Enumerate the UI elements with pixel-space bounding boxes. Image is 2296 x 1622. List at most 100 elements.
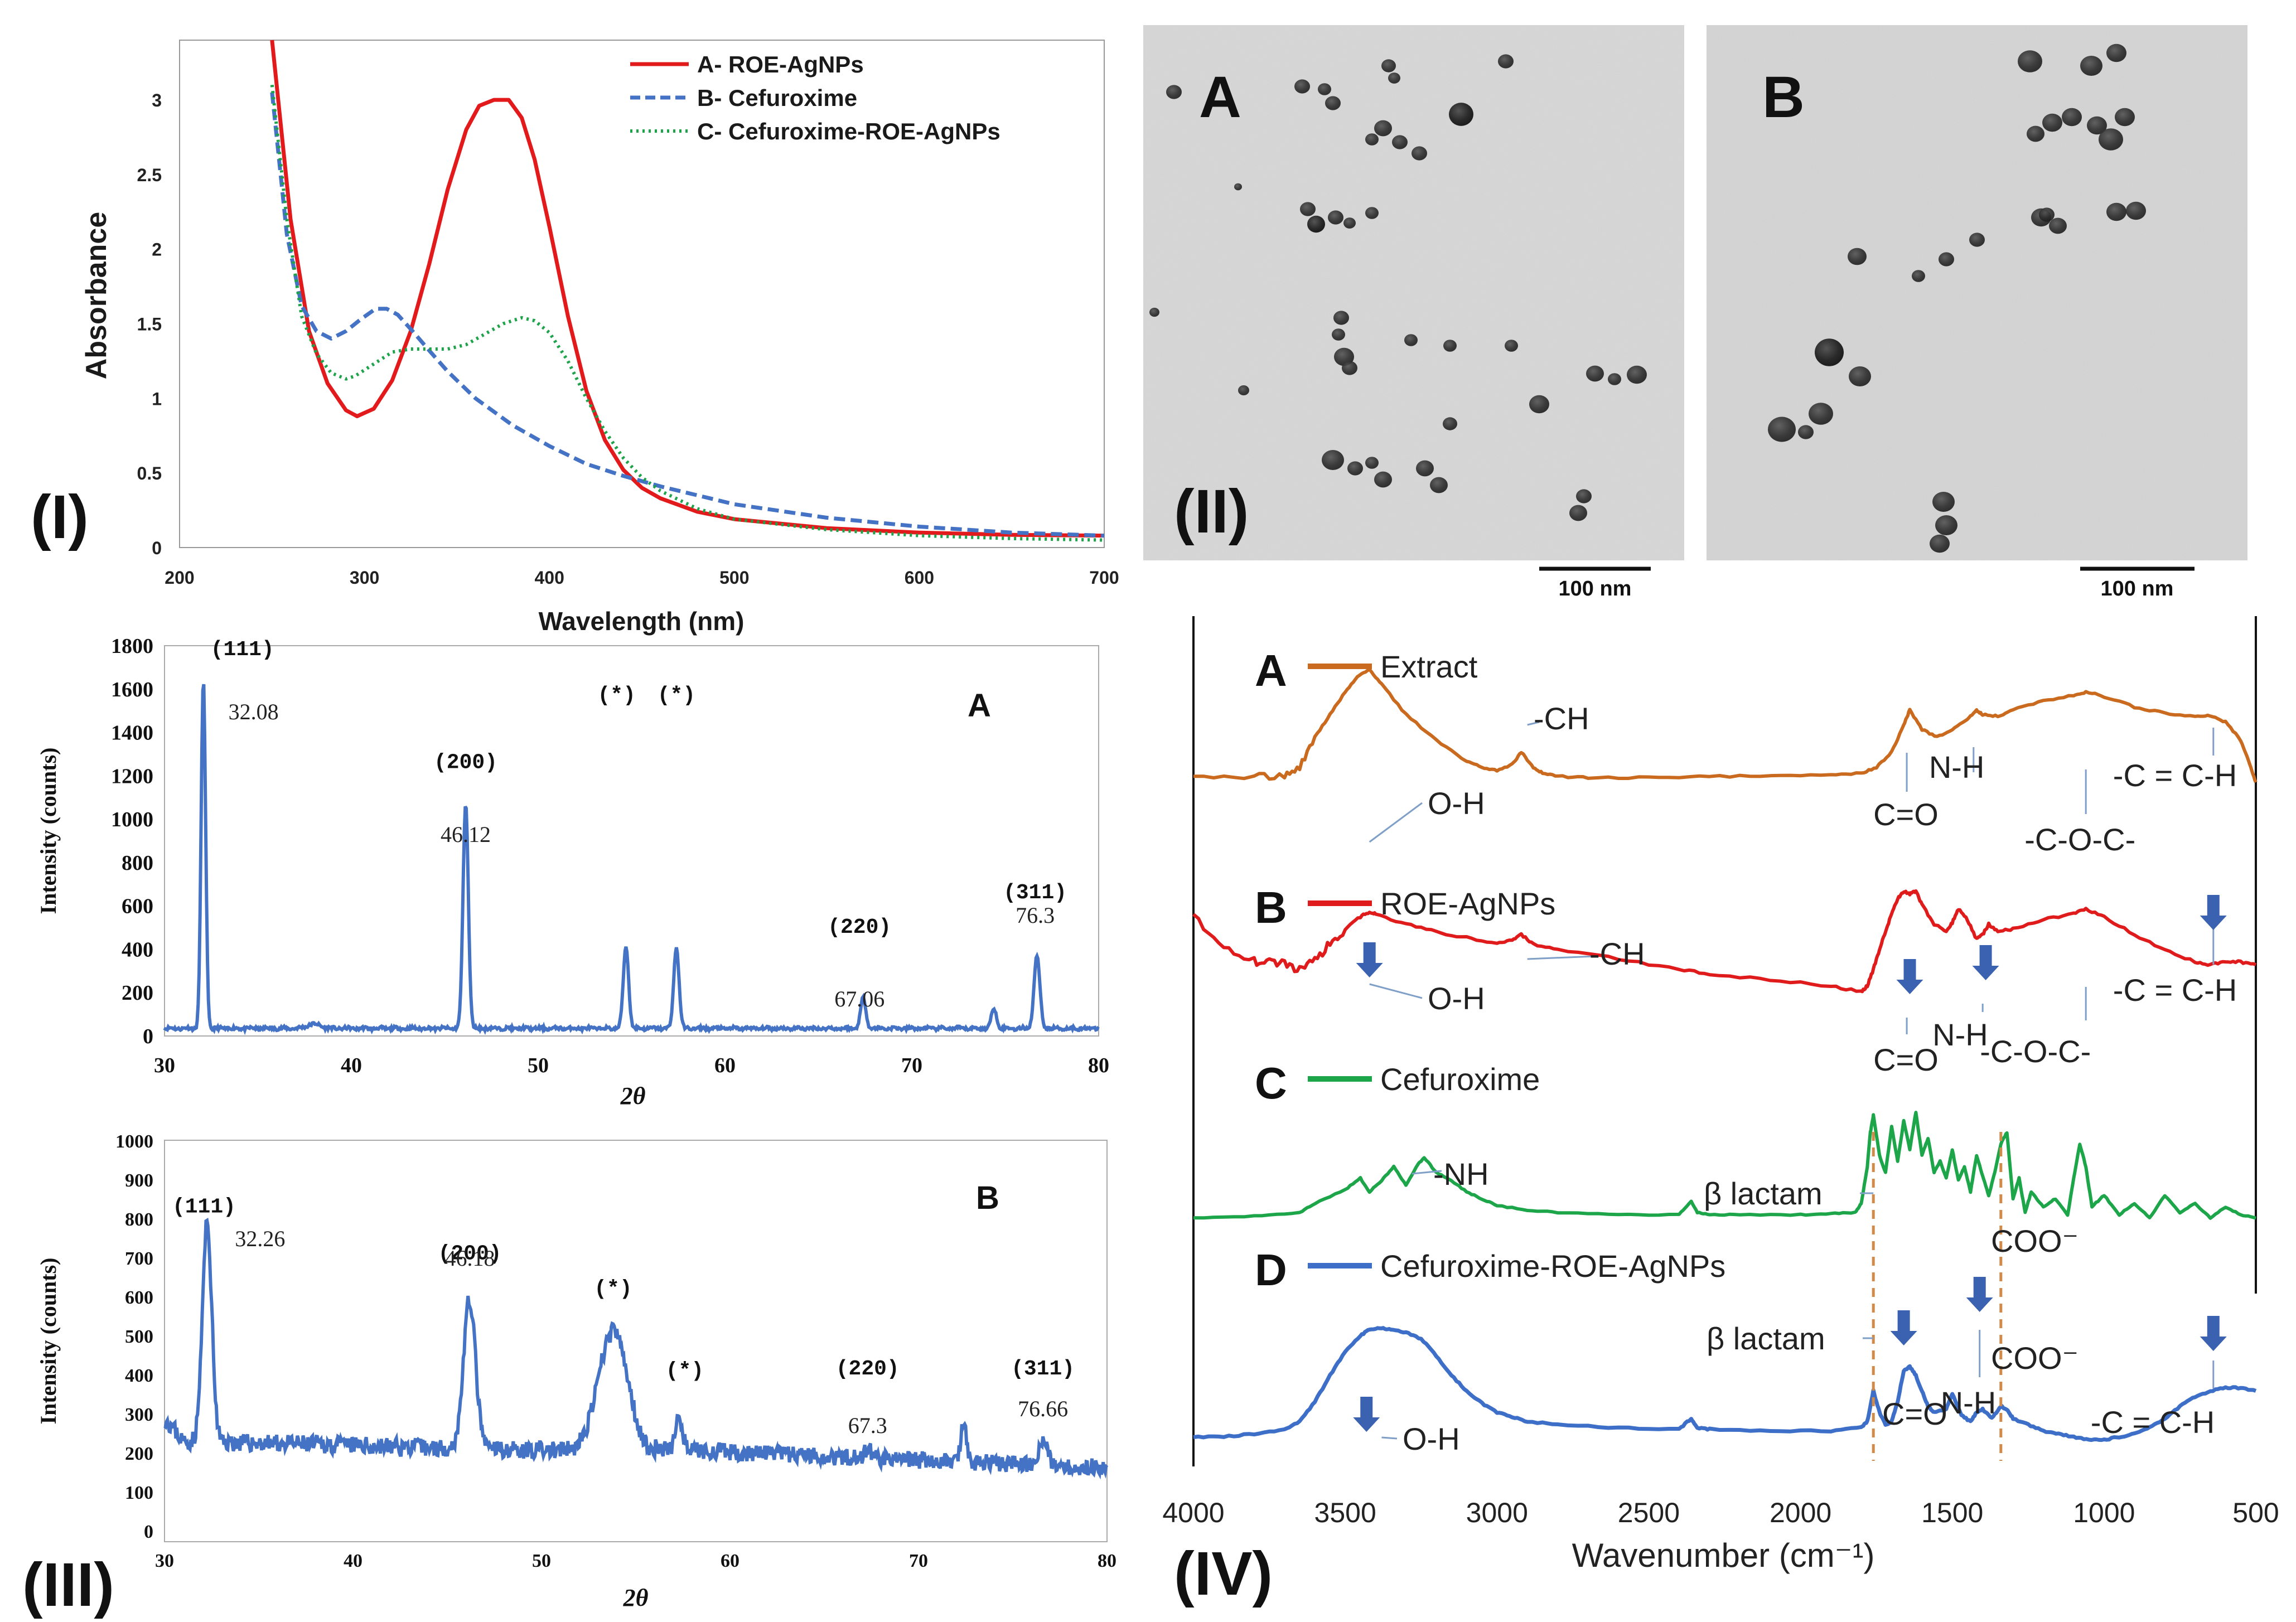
ftir-peak-label: -CH <box>1589 936 1645 971</box>
tem-a-particles <box>1149 54 1647 521</box>
xrd-b-title: B <box>976 1180 999 1216</box>
ftir-xtick-label: 3000 <box>1466 1497 1528 1528</box>
xrd-ytick-label: 1000 <box>115 1131 153 1152</box>
xrd-a-hkl-label: (111) <box>211 638 274 662</box>
xrd-b-chart: 0 100 200 300 400 500 600 700 800 900 1000 30 40 50 60… <box>22 1131 1116 1619</box>
uv-ytick-label: 1.5 <box>137 314 162 335</box>
tem-particle <box>2126 201 2146 220</box>
xrd-ytick-label: 400 <box>125 1366 153 1386</box>
xrd-xtick-label: 80 <box>1098 1551 1116 1571</box>
xrd-a-hkl-label: (311) <box>1003 881 1067 905</box>
down-arrow-icon <box>1972 945 1999 980</box>
ftir-series-line <box>1192 889 2257 994</box>
tem-particle <box>1333 311 1349 325</box>
uv-xtick-label: 300 <box>350 568 379 588</box>
uv-xtick-label: 500 <box>719 568 749 588</box>
tem-particle <box>1498 54 1514 69</box>
ftir-xtick-label: 2500 <box>1618 1497 1680 1528</box>
tem-particle <box>1430 477 1448 493</box>
tem-images: A B 100 nm 100 nm (II) <box>1143 25 2247 601</box>
ftir-peak-label: -CH <box>1534 701 1589 736</box>
tem-b-label: B <box>1762 65 1805 130</box>
uv-legend: A- ROE-AgNPs B- Cefuroxime C- Cefuroxime… <box>630 51 1000 144</box>
ftir-peak-label: N-H <box>1941 1385 1997 1420</box>
uv-ytick-label: 3 <box>152 90 162 110</box>
tem-a-scale-text: 100 nm <box>1559 577 1632 601</box>
tem-particle <box>1404 334 1418 346</box>
ftir-peak-label: -NH <box>1433 1156 1489 1192</box>
down-arrow-icon <box>1353 1397 1380 1432</box>
tem-particle <box>1294 79 1310 94</box>
xrd-xtick-label: 30 <box>155 1551 174 1571</box>
ftir-peak-label: -C-O-C- <box>2024 822 2135 857</box>
uv-xtick-label: 600 <box>905 568 934 588</box>
xrd-b-xlabel: 2θ <box>623 1584 649 1611</box>
ftir-leader-line <box>1381 1436 1398 1440</box>
ftir-xlabel: Wavenumber (cm⁻¹) <box>1572 1537 1875 1574</box>
xrd-ytick-label: 0 <box>143 1025 153 1048</box>
xrd-xtick-label: 70 <box>901 1054 922 1077</box>
tem-particle <box>2106 202 2126 221</box>
tem-particle <box>1569 505 1587 521</box>
tem-particle <box>1318 83 1331 95</box>
xrd-xtick-label: 50 <box>532 1551 551 1571</box>
tem-particle <box>1374 120 1392 137</box>
xrd-ytick-label: 300 <box>125 1405 153 1425</box>
xrd-xtick-label: 80 <box>1088 1054 1109 1077</box>
ftir-xtick-label: 500 <box>2232 1497 2279 1528</box>
uv-xlabel: Wavelength (nm) <box>539 607 745 636</box>
tem-image-b-grain <box>1707 25 2247 560</box>
xrd-b-value-label: 32.26 <box>235 1226 285 1251</box>
xrd-ytick-label: 600 <box>122 895 153 918</box>
xrd-a-hkl-label: (220) <box>828 916 891 940</box>
tem-particle <box>1586 365 1604 382</box>
tem-particle <box>1343 217 1356 229</box>
down-arrow-icon <box>2200 1316 2227 1351</box>
xrd-a-hkl-label: (200) <box>434 751 497 774</box>
ftir-series-letter: D <box>1255 1245 1287 1295</box>
xrd-xtick-label: 50 <box>528 1054 549 1077</box>
xrd-b-annotations: (111) 32.26 (200)46.18 (*) (*) (220) 67.3 (311)… <box>172 1195 1075 1439</box>
tem-particle <box>2080 56 2102 76</box>
xrd-ytick-label: 100 <box>125 1483 153 1503</box>
ftir-legend-label: Cefuroxime <box>1380 1062 1540 1097</box>
legend-label-a: A- ROE-AgNPs <box>697 51 864 78</box>
tem-particle <box>2087 116 2107 135</box>
down-arrow-icon <box>1356 942 1383 977</box>
tem-image-a-grain <box>1143 25 1684 560</box>
ftir-peak-label: C=O <box>1882 1396 1947 1431</box>
tem-particle <box>1768 417 1796 442</box>
tem-particle <box>1969 233 1985 247</box>
xrd-ytick-label: 1400 <box>111 722 153 745</box>
ftir-legend-label: ROE-AgNPs <box>1380 886 1555 921</box>
ftir-series-line <box>1193 667 2258 783</box>
xrd-xtick-label: 40 <box>344 1551 362 1571</box>
xrd-ytick-label: 200 <box>122 981 153 1005</box>
tem-particle <box>1332 328 1345 341</box>
ftir-series-group: A Extract B ROE-AgNPs C Cefuroxime D Cefuroxime… <box>1192 646 2258 1461</box>
xrd-a-frame <box>164 645 1099 1037</box>
tem-particle <box>1322 450 1344 470</box>
ftir-peak-label: C=O <box>1873 1042 1939 1077</box>
tem-particle <box>1798 425 1814 439</box>
uv-series-line <box>270 40 1105 538</box>
xrd-a-ticks: 0 200 400 600 800 1000 1200 1400 1600 1800 30 40 50 6… <box>111 635 1109 1077</box>
tem-particle <box>1529 395 1549 414</box>
uv-series-line <box>270 84 1105 542</box>
tem-panel-a: A <box>1143 25 1684 560</box>
panel-label-III: (III) <box>22 1551 114 1619</box>
ftir-leader-line <box>1369 983 1423 999</box>
ftir-series-line <box>1193 1111 2256 1220</box>
xrd-a-value-label: 76.3 <box>1016 903 1055 928</box>
xrd-a-hkl-label: (*) <box>658 684 695 708</box>
uv-x-ticks: 200 300 400 500 600 700 <box>165 568 1119 588</box>
tem-particle <box>1412 146 1427 161</box>
ftir-peak-label: β lactam <box>1704 1176 1823 1211</box>
ftir-peak-label: O-H <box>1403 1421 1460 1456</box>
xrd-b-hkl-label: (311) <box>1011 1357 1075 1381</box>
xrd-b-hkl-label: (111) <box>172 1195 236 1219</box>
tem-particle <box>1815 338 1844 366</box>
xrd-xtick-label: 60 <box>721 1551 739 1571</box>
ftir-leader-line <box>1369 802 1423 843</box>
down-arrow-icon <box>1966 1277 1993 1312</box>
